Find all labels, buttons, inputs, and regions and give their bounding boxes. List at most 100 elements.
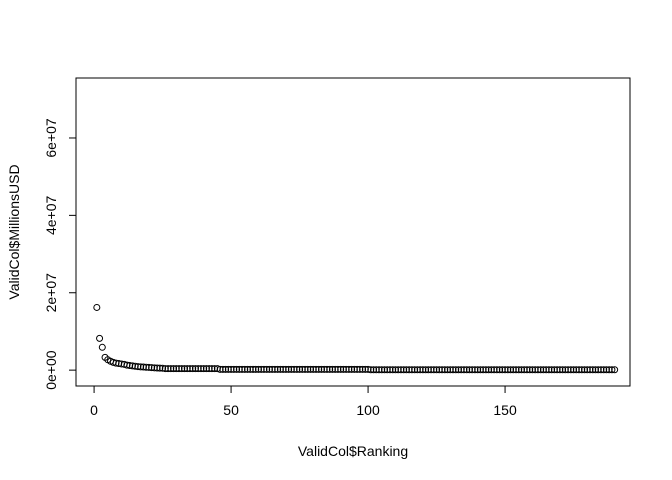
point (304, 365, 312, 373)
point (375, 366, 383, 374)
point (457, 366, 465, 374)
point (178, 365, 186, 373)
point (567, 366, 575, 374)
point (452, 366, 460, 374)
point (205, 365, 213, 373)
point (498, 366, 506, 374)
point (282, 365, 290, 373)
y-tick-label: 2e+07 (43, 273, 59, 313)
point (219, 365, 227, 373)
y-tick-label: 0e+00 (43, 350, 59, 390)
point (515, 366, 523, 374)
point (402, 366, 410, 374)
point (539, 366, 547, 374)
point (191, 365, 199, 373)
point (608, 366, 616, 374)
point (189, 365, 197, 373)
point (241, 365, 249, 373)
point (482, 366, 490, 374)
point (235, 365, 243, 373)
point (485, 366, 493, 374)
point (194, 365, 202, 373)
point (230, 365, 238, 373)
x-tick-label: 150 (493, 402, 517, 418)
point (134, 363, 142, 371)
point (411, 366, 419, 374)
point (271, 365, 279, 373)
point (476, 366, 484, 374)
point (559, 366, 567, 374)
point (383, 366, 391, 374)
point (468, 366, 476, 374)
point (263, 365, 271, 373)
point (312, 365, 320, 373)
point (244, 365, 252, 373)
point (589, 366, 597, 374)
point (260, 365, 268, 373)
point (98, 343, 106, 351)
y-axis-label: ValidCol$MillionsUSD (6, 164, 22, 299)
point (526, 366, 534, 374)
point (430, 366, 438, 374)
point (512, 366, 520, 374)
point (531, 366, 539, 374)
point (504, 366, 512, 374)
point (345, 365, 353, 373)
point (148, 364, 156, 372)
point (301, 365, 309, 373)
point (471, 366, 479, 374)
point (405, 366, 413, 374)
point (137, 363, 145, 371)
point (444, 366, 452, 374)
point (378, 366, 386, 374)
point (142, 363, 150, 371)
point (528, 366, 536, 374)
point (153, 364, 161, 372)
point (339, 365, 347, 373)
point (293, 365, 301, 373)
point (545, 366, 553, 374)
x-tick-label: 0 (90, 402, 98, 418)
point (372, 366, 380, 374)
point (572, 366, 580, 374)
point (172, 365, 180, 373)
point (315, 365, 323, 373)
point (594, 366, 602, 374)
point (424, 366, 432, 374)
point (433, 366, 441, 374)
point (487, 366, 495, 374)
point (268, 365, 276, 373)
point (93, 303, 101, 311)
point (591, 366, 599, 374)
point (575, 366, 583, 374)
point (202, 365, 210, 373)
point (523, 366, 531, 374)
point (416, 366, 424, 374)
point (296, 365, 304, 373)
point (359, 365, 367, 373)
point (167, 365, 175, 373)
point (96, 334, 104, 342)
point (542, 366, 550, 374)
point (208, 365, 216, 373)
point (534, 366, 542, 374)
point (460, 366, 468, 374)
point (597, 366, 605, 374)
point (337, 365, 345, 373)
point (583, 366, 591, 374)
point (465, 366, 473, 374)
point (413, 366, 421, 374)
point (479, 366, 487, 374)
point (496, 366, 504, 374)
point (435, 366, 443, 374)
point (331, 365, 339, 373)
point (326, 365, 334, 373)
point (509, 366, 517, 374)
point (518, 366, 526, 374)
point (367, 366, 375, 374)
point (200, 365, 208, 373)
point (180, 365, 188, 373)
point (550, 366, 558, 374)
point (438, 366, 446, 374)
